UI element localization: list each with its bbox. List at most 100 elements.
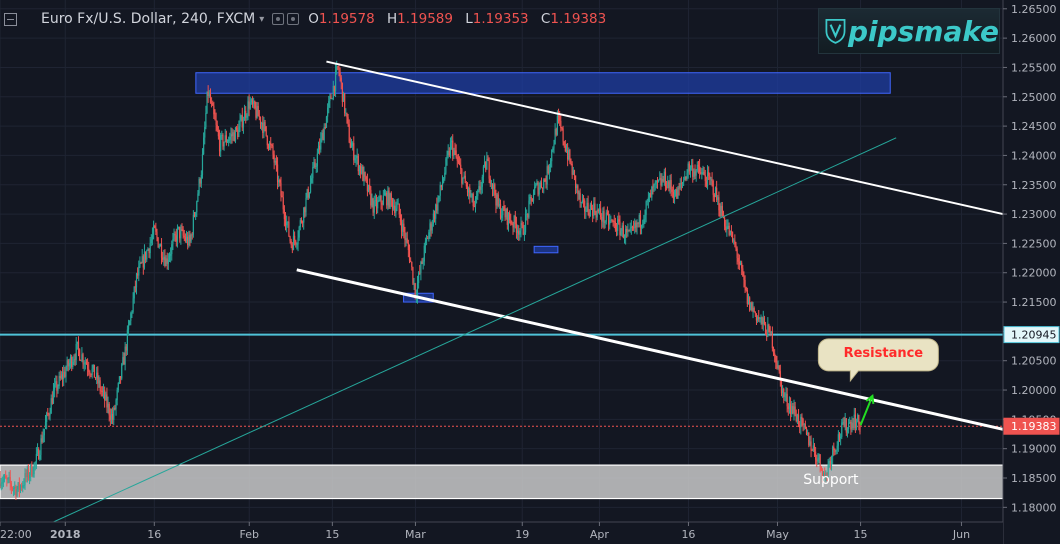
candle-body	[551, 149, 553, 162]
candle-body	[104, 390, 106, 401]
gear-icon[interactable]	[272, 13, 285, 25]
candle-body	[664, 171, 667, 187]
candle-body	[341, 82, 343, 102]
price-axis-label: 1.23000	[1011, 208, 1057, 221]
candle-body	[250, 99, 252, 103]
candle-body	[158, 246, 160, 248]
candle-body	[200, 174, 202, 184]
candle-body	[164, 256, 166, 266]
candle-body	[378, 200, 380, 201]
candle-body	[488, 160, 490, 179]
candle-body	[621, 225, 623, 231]
candle-body	[671, 189, 673, 192]
candle-body	[338, 67, 340, 73]
candle-body	[481, 176, 483, 187]
candle-body	[835, 449, 837, 452]
candle-body	[791, 406, 793, 414]
candle-body	[726, 226, 728, 230]
candle-body	[745, 287, 747, 290]
chevron-down-icon[interactable]: ▾	[259, 13, 265, 25]
candle-body	[515, 223, 518, 233]
candle-body	[9, 477, 11, 484]
candle-body	[307, 189, 309, 198]
candle-body	[460, 164, 462, 170]
candle-body	[586, 202, 588, 212]
candle-body	[141, 256, 143, 263]
candle-body	[673, 196, 676, 199]
candle-body	[306, 189, 308, 198]
candle-body	[189, 235, 191, 242]
candle-body	[279, 180, 281, 183]
candle-body	[544, 179, 546, 182]
candle-body	[697, 164, 700, 167]
candle-body	[563, 141, 565, 146]
candle-body	[303, 207, 305, 223]
candle-body	[24, 473, 26, 486]
candle-body	[129, 320, 131, 326]
candle-body	[282, 197, 284, 210]
candle-body	[429, 223, 431, 233]
candle-body	[826, 473, 828, 475]
candle-body	[440, 185, 442, 187]
candle-body	[398, 203, 400, 215]
symbol-title[interactable]: Euro Fx/U.S. Dollar, 240, FXCM	[41, 11, 256, 27]
candle-body	[662, 178, 664, 182]
candle-body	[821, 470, 824, 479]
candle-body	[579, 192, 581, 203]
candle-body	[89, 371, 91, 375]
candle-body	[510, 219, 512, 224]
candle-body	[501, 215, 503, 218]
candle-body	[698, 166, 701, 172]
candle-body	[468, 187, 470, 193]
candle-body	[466, 186, 469, 193]
candle-body	[386, 192, 388, 206]
candle-body	[776, 362, 778, 369]
candle-body	[130, 313, 132, 321]
candle-body	[228, 139, 230, 142]
candle-body	[858, 414, 860, 425]
candle-body	[320, 138, 322, 150]
candle-body	[340, 77, 342, 83]
candle-body	[421, 261, 423, 264]
candle-body	[648, 193, 651, 198]
candle-body	[317, 145, 320, 154]
candle-body	[100, 390, 102, 392]
candle-body	[94, 377, 97, 379]
resistance-label: Resistance	[844, 346, 924, 361]
candle-body	[643, 219, 645, 224]
candle-body	[601, 216, 603, 222]
candle-body	[786, 393, 788, 407]
candle-body	[518, 230, 520, 235]
candle-body	[530, 197, 532, 199]
supply-demand-zone	[195, 72, 891, 94]
price-axis-label: 1.20500	[1011, 355, 1057, 368]
candle-body	[606, 212, 609, 215]
candle-body	[424, 241, 427, 246]
channel-upper-line	[326, 60, 1004, 216]
eye-icon[interactable]	[287, 13, 300, 25]
candle-body	[13, 488, 15, 490]
candle-body	[450, 140, 453, 143]
candle-body	[381, 203, 383, 205]
candle-body	[737, 257, 739, 262]
candle-body	[634, 222, 636, 229]
candle-body	[762, 317, 764, 325]
candle-body	[628, 230, 630, 232]
candle-body	[700, 171, 702, 175]
collapse-icon[interactable]	[4, 12, 17, 26]
candle-body	[561, 128, 563, 129]
candle-body	[792, 406, 794, 414]
candle-body	[154, 226, 156, 228]
candle-body	[52, 389, 55, 404]
candle-body	[316, 153, 318, 167]
candle-body	[477, 190, 479, 197]
candle-body	[705, 181, 708, 186]
candle-body	[314, 162, 316, 167]
candle-body	[327, 107, 329, 117]
candle-body	[843, 422, 845, 427]
candle-body	[353, 143, 355, 161]
candle-body	[300, 220, 303, 223]
candle-body	[701, 172, 703, 175]
candle-body	[830, 456, 833, 465]
